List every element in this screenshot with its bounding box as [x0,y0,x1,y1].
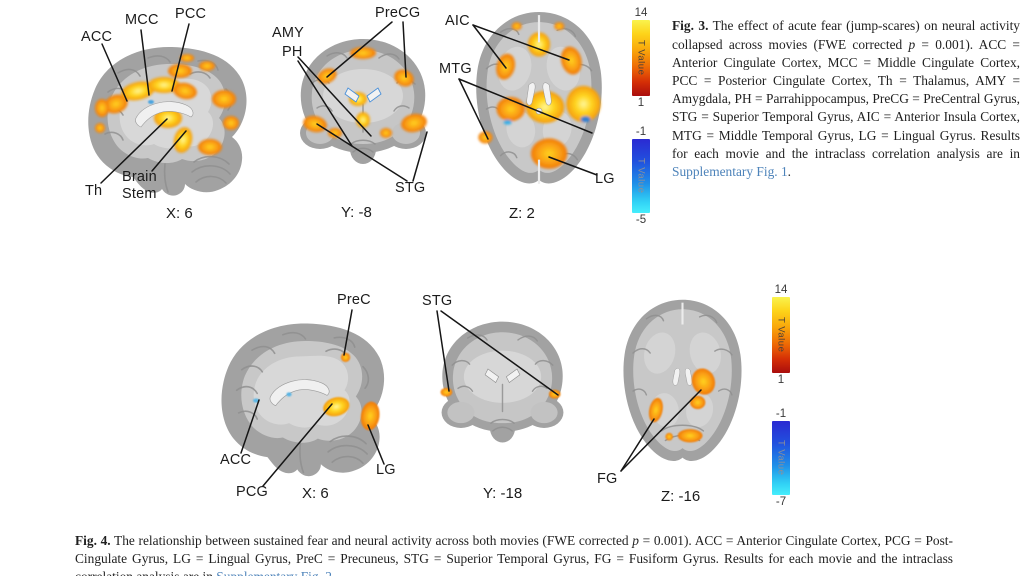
fig4-cool-label: T Value [775,440,787,476]
fig4-coord-axial: Z: -16 [661,488,701,505]
fig3-hot-min: 1 [637,97,645,109]
fig4-caption-tag: Fig. 4. [75,533,111,549]
fig3-cool-min: -5 [635,214,647,226]
fig3-brain-sagittal [88,46,247,196]
fig3-coord-sagittal: X: 6 [166,205,193,222]
fig4-label-acc: ACC [220,452,252,468]
fig3-label-brainstem: Brain Stem [122,169,157,202]
fig4-hot-label: T Value [775,317,787,353]
fig3-label-mtg: MTG [439,61,472,77]
fig3-hot-max: 14 [634,7,648,19]
fig4-label-lg: LG [376,462,396,478]
fig4-caption-text-1: The relationship between sustained fear … [110,533,633,549]
fig3-label-stg: STG [395,180,426,196]
fig4-label-pcg: PCG [236,484,269,500]
fig3-label-pcc: PCC [175,6,207,22]
fig4-coord-coronal: Y: -18 [483,485,523,502]
fig4-cool-colorbar: -1 T Value -7 [772,408,790,508]
fig4-label-prec: PreC [337,292,371,308]
fig4-coord-sagittal: X: 6 [302,485,329,502]
fig3-cool-label: T Value [635,158,647,194]
fig3-brain-coronal [300,39,427,164]
fig4-brain-coronal [440,321,564,443]
fig4-hot-colorbar: 14 T Value 1 [772,284,790,386]
fig4-caption-end: . [332,569,335,576]
fig4-brain-axial [623,299,742,461]
fig4-hot-max: 14 [774,284,788,296]
fig4-cool-min: -7 [775,496,787,508]
fig4-caption: Fig. 4. The relationship between sustain… [75,532,953,576]
fig3-label-aic: AIC [445,13,470,29]
fig3-coord-coronal: Y: -8 [341,204,372,221]
fig3-label-lg: LG [595,171,615,187]
supplementary-fig1-link[interactable]: Supplementary Fig. 1 [672,164,788,180]
fig3-label-mcc: MCC [125,12,159,28]
fig3-coord-axial: Z: 2 [509,205,535,222]
fig3-caption-end: . [787,164,792,180]
fig3-label-precg: PreCG [375,5,421,21]
fig3-label-th: Th [85,183,103,199]
fig3-brain-axial [476,12,602,184]
fig3-cool-max: -1 [635,126,647,138]
fig3-hot-label: T Value [635,40,647,76]
fig3-caption-tag: Fig. 3. [672,18,709,34]
fig3-label-ph: PH [282,44,303,60]
fig3-label-acc: ACC [81,29,113,45]
supplementary-fig2-link[interactable]: Supplementary Fig. 2 [216,569,332,576]
fig3-caption-p-italic: p [908,36,916,52]
fig3-label-amy: AMY [272,25,305,41]
fig4-hot-min: 1 [777,374,785,386]
fig3-cool-colorbar: -1 T Value -5 [632,126,650,226]
fig4-label-fg: FG [597,471,618,487]
fig4-label-stg: STG [422,293,453,309]
fig3-caption-text-2: = 0.001). ACC = Anterior Cingulate Corte… [672,36,1020,161]
fig3-caption-text-1: The effect of acute fear (jump-scares) o… [672,18,1020,52]
fig3-hot-colorbar: 14 T Value 1 [632,7,650,109]
fig4-cool-max: -1 [775,408,787,420]
fig4-caption-text-2: = 0.001). ACC = Anterior Cingulate Corte… [75,533,953,576]
fig4-caption-p-italic: p [632,533,639,549]
fig3-caption: Fig. 3. The effect of acute fear (jump-s… [672,17,1020,181]
